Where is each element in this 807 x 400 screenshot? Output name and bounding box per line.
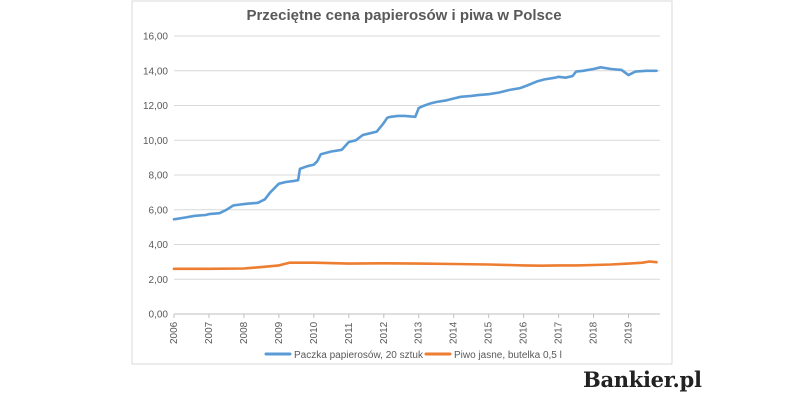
y-tick-label: 8,00: [149, 171, 169, 182]
x-tick-label: 2006: [169, 321, 180, 344]
x-axis-ticks: 2006 2007 2008 2009 2010 2011 2012 2013 2014 2015…: [169, 313, 660, 344]
x-tick-label: 2010: [309, 321, 320, 344]
y-axis-ticks: 0,00 2,00 4,00 6,00 8,00 10,00 12,00 14,00 16,00: [143, 32, 168, 321]
chart-title: Przeciętne cena papierosów i piwa w Pols…: [246, 7, 561, 24]
x-tick-label: 2011: [344, 322, 355, 344]
x-tick-label: 2015: [484, 321, 495, 344]
y-tick-label: 0,00: [149, 310, 169, 321]
series-line-cigarettes: [172, 66, 658, 221]
x-tick-label: 2014: [449, 321, 460, 344]
y-tick-label: 14,00: [143, 66, 168, 77]
y-tick-label: 4,00: [149, 240, 169, 251]
y-tick-label: 2,00: [149, 275, 169, 286]
y-tick-label: 16,00: [143, 32, 168, 43]
grid-lines: [174, 35, 660, 315]
x-tick-label: 2016: [519, 321, 530, 344]
y-tick-label: 10,00: [143, 136, 168, 147]
x-tick-label: 2019: [624, 321, 635, 344]
series-line-beer: [172, 260, 658, 271]
x-tick-label: 2018: [589, 321, 600, 344]
chart-border: [131, 0, 673, 365]
y-tick-label: 12,00: [143, 101, 168, 112]
x-tick-label: 2008: [239, 321, 250, 344]
bankier-logo: Bankier.pl: [583, 367, 702, 392]
y-tick-label: 6,00: [149, 205, 169, 216]
x-tick-label: 2013: [414, 321, 425, 344]
series-lines: [172, 66, 658, 271]
x-tick-label: 2012: [379, 321, 390, 344]
legend: Paczka papierosów, 20 sztuk Piwo jasne, …: [264, 350, 562, 361]
x-tick-label: 2017: [554, 321, 565, 344]
x-tick-label: 2007: [204, 321, 215, 344]
legend-label-cigarettes: Paczka papierosów, 20 sztuk: [294, 350, 424, 361]
x-tick-label: 2009: [274, 321, 285, 344]
legend-label-beer: Piwo jasne, butelka 0,5 l: [454, 350, 562, 361]
